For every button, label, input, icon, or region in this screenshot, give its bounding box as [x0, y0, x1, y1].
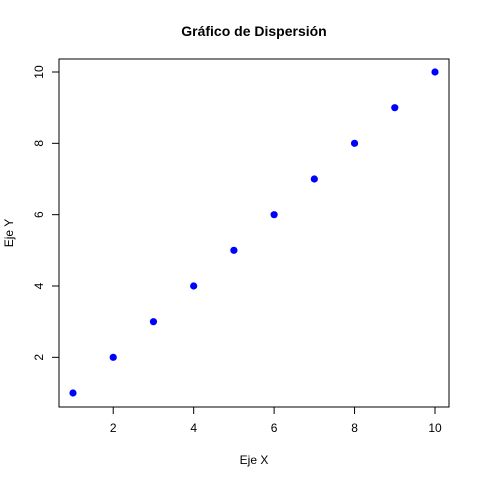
- x-tick-label: 2: [110, 421, 117, 435]
- chart-title: Gráfico de Dispersión: [181, 23, 326, 39]
- x-tick-label: 6: [271, 421, 278, 435]
- x-tick-label: 4: [190, 421, 197, 435]
- x-axis-label: Eje X: [240, 453, 269, 467]
- x-tick-label: 10: [428, 421, 442, 435]
- data-point: [230, 246, 238, 254]
- y-axis-label: Eje Y: [2, 219, 16, 247]
- data-point: [109, 353, 117, 361]
- y-tick-label: 6: [32, 211, 46, 218]
- data-points: [69, 68, 439, 397]
- data-point: [149, 318, 158, 326]
- data-point: [69, 389, 77, 397]
- plot-frame: [58, 58, 450, 408]
- data-point: [391, 104, 399, 112]
- y-tick-label: 10: [32, 65, 46, 79]
- data-point: [310, 175, 318, 183]
- data-point: [431, 68, 439, 76]
- y-tick-label: 8: [32, 140, 46, 147]
- data-point: [190, 282, 198, 290]
- data-point: [270, 211, 278, 219]
- x-tick-label: 8: [351, 421, 358, 435]
- y-tick-label: 2: [32, 354, 46, 361]
- y-tick-label: 4: [32, 282, 46, 289]
- x-axis: 2 4 6 8 10: [110, 406, 442, 435]
- y-axis: 2 4 6 8 10: [32, 65, 60, 361]
- data-point: [350, 139, 359, 147]
